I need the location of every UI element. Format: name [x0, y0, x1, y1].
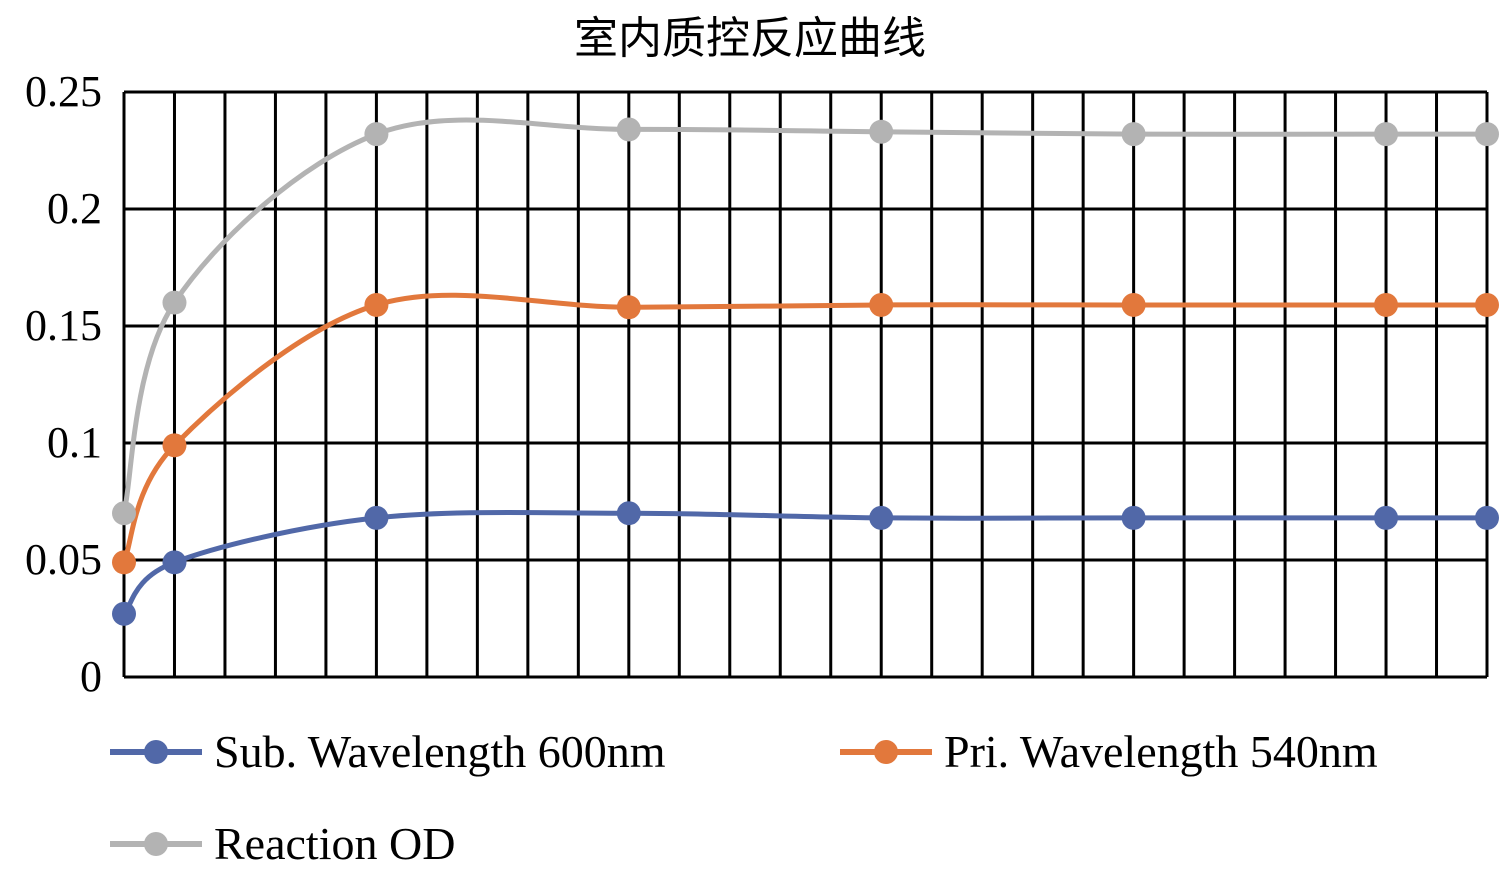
data-point-0	[616, 501, 641, 526]
data-point-1	[1475, 292, 1499, 317]
y-tick-label: 0	[80, 652, 102, 701]
y-tick-label: 0.2	[47, 184, 102, 233]
y-tick-label: 0.1	[47, 418, 102, 467]
legend-marker	[874, 739, 898, 764]
legend-item-reaction-od: Reaction OD	[110, 817, 455, 870]
legend-swatch-orange	[840, 732, 932, 772]
data-point-0	[1374, 505, 1399, 530]
series-lines	[121, 117, 1490, 617]
series-line-0	[121, 509, 1490, 617]
y-tick-label: 0.15	[25, 301, 102, 350]
series-points	[112, 117, 1499, 626]
legend-marker	[144, 831, 168, 856]
data-point-0	[364, 505, 389, 530]
data-point-2	[1475, 122, 1499, 147]
series-line-1	[121, 292, 1490, 565]
data-point-2	[1121, 122, 1146, 147]
data-point-1	[112, 550, 136, 575]
legend-item-pri-wavelength: Pri. Wavelength 540nm	[840, 725, 1378, 778]
legend-label: Reaction OD	[214, 818, 456, 869]
data-point-1	[162, 433, 187, 458]
data-point-2	[364, 122, 389, 147]
legend-label: Pri. Wavelength 540nm	[944, 726, 1378, 777]
data-point-1	[1121, 292, 1146, 317]
y-tick-label: 0.25	[25, 67, 102, 116]
data-point-2	[112, 501, 136, 526]
data-point-0	[869, 505, 894, 530]
data-point-1	[1374, 292, 1399, 317]
data-point-0	[1121, 505, 1146, 530]
legend-swatch-blue	[110, 732, 202, 772]
data-point-1	[869, 292, 894, 317]
legend-marker	[144, 739, 168, 764]
data-point-0	[162, 550, 187, 575]
line-chart: 0 0.05 0.1 0.15 0.2 0.25	[25, 67, 1499, 701]
chart-title: 室内质控反应曲线	[574, 13, 926, 64]
y-tick-label: 0.05	[25, 535, 102, 584]
data-point-2	[162, 290, 187, 315]
data-point-2	[616, 117, 641, 142]
chart-grid	[122, 90, 1489, 679]
legend-swatch-gray	[110, 824, 202, 864]
series-line-2	[121, 117, 1490, 516]
y-axis-ticks: 0 0.05 0.1 0.15 0.2 0.25	[25, 67, 102, 701]
legend-label: Sub. Wavelength 600nm	[214, 726, 666, 777]
data-point-1	[364, 292, 389, 317]
data-point-2	[1374, 122, 1399, 147]
data-point-1	[616, 295, 641, 320]
legend-item-sub-wavelength: Sub. Wavelength 600nm	[110, 725, 666, 778]
data-point-0	[112, 601, 136, 626]
data-point-0	[1475, 505, 1499, 530]
data-point-2	[869, 119, 894, 144]
